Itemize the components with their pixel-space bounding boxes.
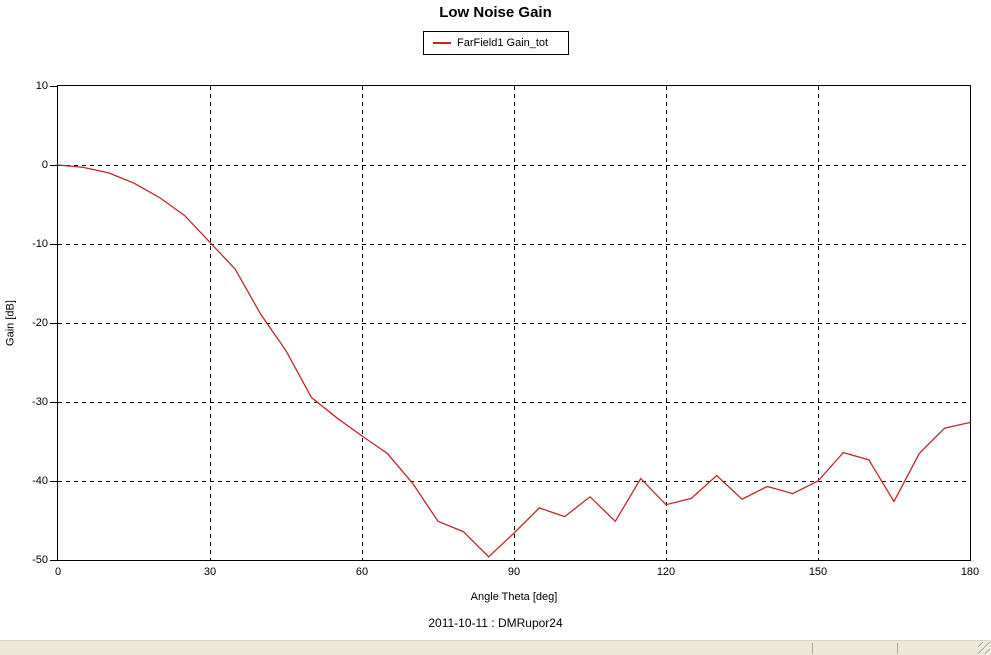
chart-canvas: [58, 86, 970, 560]
x-tick-label: 0: [54, 566, 62, 578]
x-tick-label: 120: [656, 566, 676, 578]
y-tick-mark: [50, 481, 58, 482]
chart-footnote: 2011-10-11 : DMRupor24: [428, 616, 563, 630]
x-tick-label: 60: [355, 566, 369, 578]
resize-grip-icon[interactable]: [978, 642, 990, 654]
y-tick-mark: [50, 560, 58, 561]
x-tick-label: 90: [507, 566, 521, 578]
y-tick-mark: [50, 244, 58, 245]
chart-title: Low Noise Gain: [439, 4, 552, 21]
y-tick-label: -50: [32, 554, 48, 566]
status-bar-separator: [897, 643, 898, 654]
status-bar: [0, 640, 991, 655]
legend-box: FarField1 Gain_tot: [423, 31, 569, 55]
status-bar-separator: [812, 643, 813, 654]
legend-line-swatch: [433, 42, 451, 44]
x-tick-label: 180: [960, 566, 980, 578]
y-tick-mark: [50, 402, 58, 403]
y-tick-label: 0: [41, 159, 48, 171]
y-tick-mark: [50, 323, 58, 324]
x-tick-label: 30: [203, 566, 217, 578]
y-tick-label: 10: [35, 80, 48, 92]
y-tick-label: -10: [32, 238, 48, 250]
y-tick-label: -20: [32, 317, 48, 329]
y-tick-mark: [50, 86, 58, 87]
y-tick-mark: [50, 165, 58, 166]
y-tick-label: -30: [32, 396, 48, 408]
x-axis-title: Angle Theta [deg]: [470, 591, 558, 603]
x-tick-label: 150: [808, 566, 828, 578]
y-tick-label: -40: [32, 475, 48, 487]
legend-series-label: FarField1 Gain_tot: [457, 37, 549, 49]
plot-area: [57, 85, 971, 561]
series-curve: [58, 164, 970, 558]
